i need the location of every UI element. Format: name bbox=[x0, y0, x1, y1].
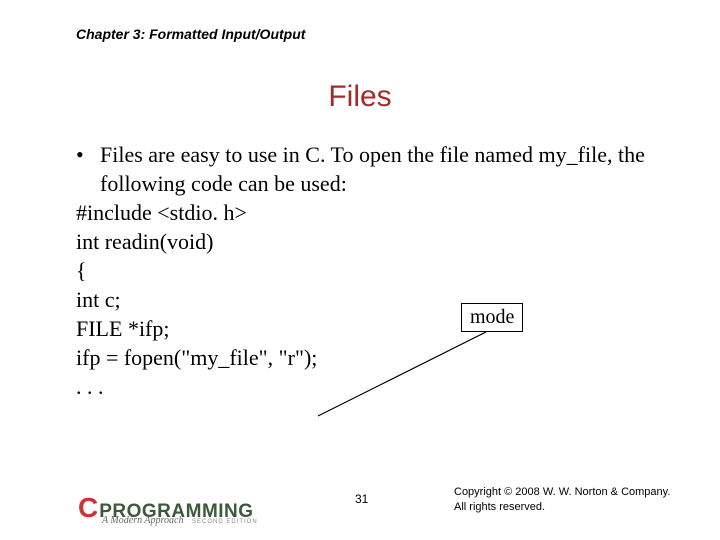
copyright-line: Copyright © 2008 W. W. Norton & Company. bbox=[454, 485, 694, 499]
copyright: Copyright © 2008 W. W. Norton & Company.… bbox=[454, 485, 694, 514]
slide-title: Files bbox=[0, 80, 720, 114]
page-number: 31 bbox=[355, 492, 368, 506]
logo-subtitle: A Modern Approach SECOND EDITION bbox=[102, 515, 258, 526]
copyright-line: All rights reserved. bbox=[454, 500, 694, 514]
code-line: { bbox=[76, 256, 656, 285]
logo-subtitle-text: A Modern Approach bbox=[102, 515, 183, 526]
code-line: int readin(void) bbox=[76, 227, 656, 256]
code-line: int c; bbox=[76, 285, 656, 314]
mode-callout-box: mode bbox=[461, 303, 523, 332]
bullet-text: Files are easy to use in C. To open the … bbox=[100, 140, 656, 198]
slide-body: • Files are easy to use in C. To open th… bbox=[76, 140, 656, 401]
code-line: ifp = fopen("my_file", "r"); bbox=[76, 343, 656, 372]
logo-edition-text: SECOND EDITION bbox=[192, 519, 258, 525]
chapter-header: Chapter 3: Formatted Input/Output bbox=[76, 26, 305, 42]
code-line: FILE *ifp; bbox=[76, 314, 656, 343]
logo-c-icon: C bbox=[78, 492, 97, 524]
code-line: . . . bbox=[76, 372, 656, 401]
bullet-marker: • bbox=[76, 140, 100, 198]
code-line: #include <stdio. h> bbox=[76, 198, 656, 227]
